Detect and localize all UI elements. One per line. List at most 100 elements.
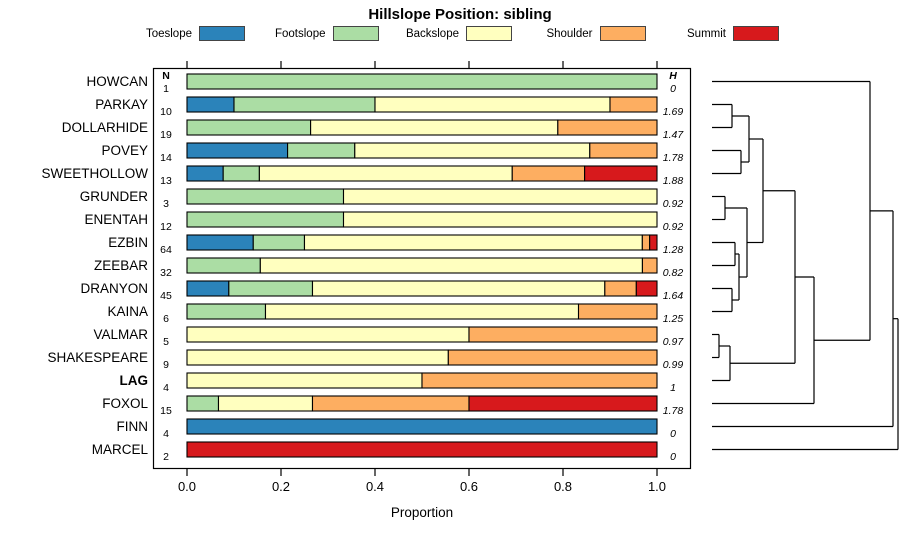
n-value-foxol: 15 xyxy=(160,404,172,417)
row-label-finn: FINN xyxy=(116,418,149,434)
bar-segment-foxol-summit xyxy=(468,395,658,412)
legend-label: Shoulder xyxy=(546,27,593,40)
row-label-sweethollow: SWEETHOLLOW xyxy=(41,165,148,181)
legend-item-shoulder: Shoulder xyxy=(476,26,646,41)
row-label-povey: POVEY xyxy=(101,142,148,158)
row-label-howcan: HOWCAN xyxy=(86,73,149,89)
legend-swatch-summit xyxy=(733,26,779,41)
h-value-finn: 0 xyxy=(670,427,676,440)
bar-segment-zeebar-footslope xyxy=(186,257,261,274)
n-value-howcan: 1 xyxy=(163,82,169,95)
chart-title: Hillslope Position: sibling xyxy=(368,6,552,23)
n-value-shakespeare: 9 xyxy=(163,358,169,371)
bar-segment-povey-footslope xyxy=(287,142,356,159)
legend-label: Footslope xyxy=(274,27,326,40)
n-value-ezbin: 64 xyxy=(160,243,172,256)
bar-segment-kaina-backslope xyxy=(264,303,580,320)
plot-frame xyxy=(152,67,692,470)
bar-segment-foxol-footslope xyxy=(186,395,220,412)
n-value-kaina: 6 xyxy=(163,312,169,325)
h-value-shakespeare: 0.99 xyxy=(662,358,684,371)
h-column-header: H xyxy=(669,70,677,82)
bar-segment-lag-shoulder xyxy=(421,372,658,389)
n-value-grunder: 3 xyxy=(163,197,169,210)
bar-segment-dranyon-summit xyxy=(635,280,658,297)
bar-segment-sweethollow-shoulder xyxy=(511,165,586,182)
bar-segment-ezbin-footslope xyxy=(252,234,306,251)
bar-segment-povey-backslope xyxy=(354,142,591,159)
n-value-enentah: 12 xyxy=(160,220,172,233)
n-value-parkay: 10 xyxy=(160,105,172,118)
bar-segment-marcel-summit xyxy=(186,441,658,458)
h-value-marcel: 0 xyxy=(670,450,676,463)
bar-segment-ezbin-toeslope xyxy=(186,234,254,251)
bar-segment-dranyon-backslope xyxy=(311,280,606,297)
h-value-povey: 1.78 xyxy=(662,151,684,164)
bar-segment-shakespeare-shoulder xyxy=(447,349,658,366)
n-value-finn: 4 xyxy=(163,427,169,440)
bar-segment-kaina-footslope xyxy=(186,303,267,320)
bar-segment-finn-toeslope xyxy=(186,418,658,435)
legend-item-toeslope: Toeslope xyxy=(75,26,245,41)
h-value-valmar: 0.97 xyxy=(662,335,684,348)
x-axis-title: Proportion xyxy=(390,505,454,520)
h-value-parkay: 1.69 xyxy=(662,105,684,118)
n-value-sweethollow: 13 xyxy=(160,174,172,187)
bar-segment-shakespeare-backslope xyxy=(186,349,449,366)
n-value-dollarhide: 19 xyxy=(160,128,172,141)
n-value-povey: 14 xyxy=(160,151,172,164)
legend-swatch-shoulder xyxy=(599,26,646,41)
row-label-marcel: MARCEL xyxy=(91,441,148,457)
bar-segment-zeebar-backslope xyxy=(259,257,643,274)
row-label-dranyon: DRANYON xyxy=(80,280,148,296)
n-column-header: N xyxy=(162,70,170,82)
x-tick-label: 1.0 xyxy=(647,479,667,494)
bar-segment-grunder-backslope xyxy=(342,188,658,205)
row-label-kaina: KAINA xyxy=(107,303,148,319)
bar-segment-kaina-shoulder xyxy=(577,303,658,320)
bar-segment-povey-toeslope xyxy=(186,142,289,159)
row-label-lag: LAG xyxy=(119,372,149,388)
n-value-lag: 4 xyxy=(163,381,169,394)
legend-item-footslope: Footslope xyxy=(209,26,379,41)
x-tick-label: 0.6 xyxy=(459,479,479,494)
bar-segment-howcan-footslope xyxy=(186,73,658,90)
h-value-lag: 1 xyxy=(670,381,676,394)
bar-segment-sweethollow-backslope xyxy=(258,165,513,182)
x-tick-label: 0.0 xyxy=(177,479,197,494)
bar-segment-sweethollow-toeslope xyxy=(186,165,224,182)
bar-segment-sweethollow-summit xyxy=(584,165,658,182)
legend-item-backslope: Backslope xyxy=(342,26,512,41)
bar-segment-povey-shoulder xyxy=(589,142,658,159)
row-label-valmar: VALMAR xyxy=(93,326,148,342)
bar-segment-parkay-toeslope xyxy=(186,96,235,113)
bar-segment-dranyon-footslope xyxy=(228,280,314,297)
x-tick-label: 0.2 xyxy=(271,479,291,494)
h-value-sweethollow: 1.88 xyxy=(662,174,684,187)
h-value-enentah: 0.92 xyxy=(662,220,684,233)
legend-label: Backslope xyxy=(405,27,459,40)
legend-swatch-backslope xyxy=(466,26,512,41)
row-label-zeebar: ZEEBAR xyxy=(93,257,148,273)
row-label-grunder: GRUNDER xyxy=(79,188,148,204)
n-value-marcel: 2 xyxy=(163,450,169,463)
bar-segment-dranyon-toeslope xyxy=(186,280,230,297)
bar-segment-foxol-shoulder xyxy=(311,395,470,412)
bar-segment-lag-backslope xyxy=(186,372,423,389)
h-value-foxol: 1.78 xyxy=(662,404,684,417)
x-tick-label: 0.4 xyxy=(365,479,385,494)
bar-segment-dranyon-shoulder xyxy=(604,280,637,297)
bar-segment-enentah-footslope xyxy=(186,211,345,228)
n-value-valmar: 5 xyxy=(163,335,169,348)
bar-segment-valmar-shoulder xyxy=(468,326,658,343)
h-value-grunder: 0.92 xyxy=(662,197,684,210)
legend-label: Summit xyxy=(687,27,726,40)
row-label-shakespeare: SHAKESPEARE xyxy=(47,349,148,365)
bar-segment-valmar-backslope xyxy=(186,326,470,343)
bar-segment-parkay-shoulder xyxy=(609,96,658,113)
bar-segment-sweethollow-footslope xyxy=(222,165,260,182)
bar-segment-ezbin-summit xyxy=(649,234,658,251)
row-label-enentah: ENENTAH xyxy=(84,211,148,227)
bar-segment-enentah-backslope xyxy=(342,211,658,228)
